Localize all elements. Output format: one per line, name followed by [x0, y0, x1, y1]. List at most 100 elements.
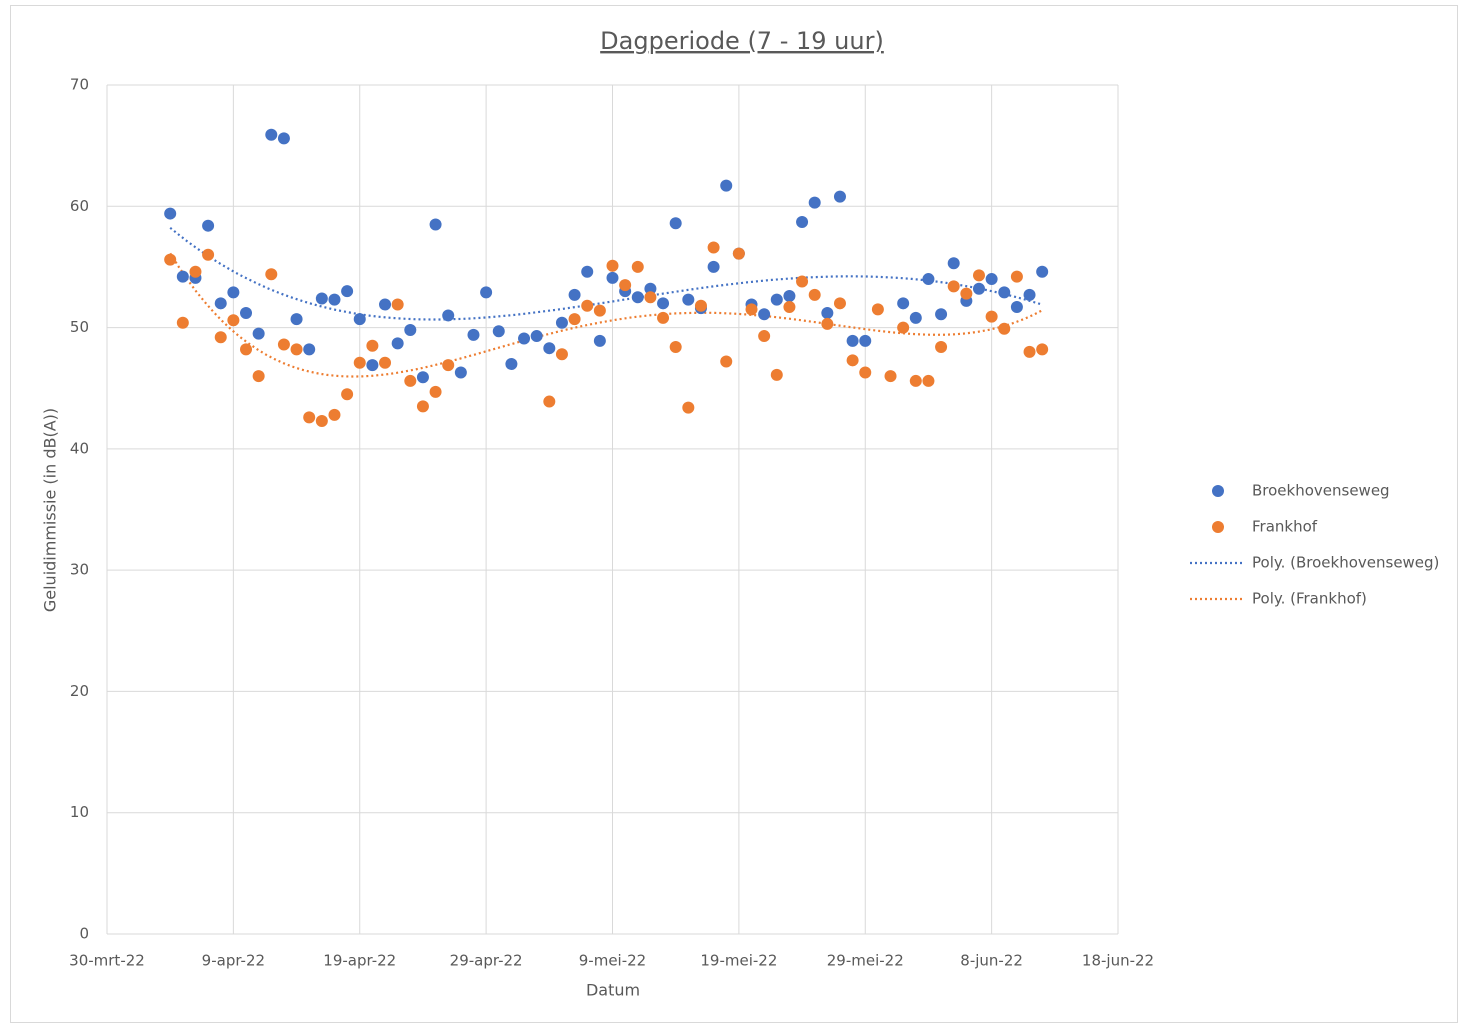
- data-point: [202, 219, 215, 232]
- data-point: [657, 311, 670, 324]
- data-point: [568, 313, 581, 326]
- x-axis-label: Datum: [586, 981, 640, 1000]
- data-point: [960, 287, 973, 300]
- data-point: [821, 317, 834, 330]
- data-point: [454, 366, 467, 379]
- chart-border: [10, 5, 1458, 1023]
- data-point: [796, 216, 809, 229]
- data-point: [265, 268, 278, 281]
- data-point: [505, 357, 518, 370]
- data-point: [328, 293, 341, 306]
- x-tick-label: 29-apr-22: [450, 952, 523, 970]
- data-point: [366, 359, 379, 372]
- data-point: [416, 371, 429, 384]
- x-tick-label: 9-mei-22: [579, 952, 646, 970]
- data-point: [530, 330, 543, 343]
- y-tick-label: 30: [70, 561, 89, 579]
- data-point: [164, 207, 177, 220]
- legend-marker: [1212, 521, 1224, 533]
- data-point: [745, 303, 758, 316]
- data-point: [404, 323, 417, 336]
- data-point: [353, 356, 366, 369]
- data-point: [467, 328, 480, 341]
- data-point: [758, 308, 771, 321]
- data-point: [972, 282, 985, 295]
- data-point: [631, 291, 644, 304]
- data-point: [568, 288, 581, 301]
- data-point: [972, 269, 985, 282]
- data-point: [669, 340, 682, 353]
- data-point: [416, 400, 429, 413]
- y-tick-label: 10: [70, 803, 89, 821]
- x-tick-label: 30-mrt-22: [69, 952, 145, 970]
- data-point: [871, 303, 884, 316]
- data-point: [480, 286, 493, 299]
- x-tick-label: 29-mei-22: [827, 952, 904, 970]
- legend-label: Broekhovenseweg: [1252, 482, 1390, 500]
- data-point: [783, 300, 796, 313]
- data-point: [669, 217, 682, 230]
- data-point: [1023, 345, 1036, 358]
- data-point: [922, 273, 935, 286]
- chart-title: Dagperiode (7 - 19 uur): [600, 27, 884, 55]
- data-point: [998, 322, 1011, 335]
- data-point: [770, 368, 783, 381]
- data-point: [897, 321, 910, 334]
- y-tick-label: 50: [70, 318, 89, 336]
- data-point: [176, 316, 189, 329]
- data-point: [985, 310, 998, 323]
- data-point: [935, 340, 948, 353]
- data-point: [859, 334, 872, 347]
- data-point: [555, 316, 568, 329]
- data-point: [947, 280, 960, 293]
- data-point: [846, 354, 859, 367]
- data-point: [897, 297, 910, 310]
- data-point: [303, 343, 316, 356]
- data-point: [631, 260, 644, 273]
- legend-label: Poly. (Broekhovenseweg): [1252, 554, 1439, 572]
- y-tick-label: 20: [70, 682, 89, 700]
- data-point: [429, 218, 442, 231]
- data-point: [1023, 288, 1036, 301]
- data-point: [593, 304, 606, 317]
- data-point: [328, 408, 341, 421]
- data-point: [366, 339, 379, 352]
- y-tick-label: 0: [79, 925, 89, 943]
- data-point: [619, 279, 632, 292]
- data-point: [391, 298, 404, 311]
- data-point: [682, 401, 695, 414]
- data-point: [720, 355, 733, 368]
- data-point: [796, 275, 809, 288]
- x-tick-label: 8-jun-22: [960, 952, 1023, 970]
- data-point: [442, 309, 455, 322]
- data-point: [808, 196, 821, 209]
- data-point: [682, 293, 695, 306]
- data-point: [821, 307, 834, 320]
- data-point: [429, 385, 442, 398]
- trendline: [169, 252, 1043, 378]
- data-point: [189, 265, 202, 278]
- y-tick-label: 70: [70, 76, 89, 94]
- data-point: [214, 297, 227, 310]
- y-tick-label: 40: [70, 439, 89, 457]
- data-point: [290, 313, 303, 326]
- data-point: [252, 327, 265, 340]
- data-point: [227, 314, 240, 327]
- data-point: [644, 282, 657, 295]
- data-point: [543, 342, 556, 355]
- data-point: [202, 248, 215, 261]
- data-point: [947, 257, 960, 270]
- legend-label: Poly. (Frankhof): [1252, 590, 1367, 608]
- data-point: [277, 338, 290, 351]
- data-point: [859, 366, 872, 379]
- data-point: [593, 334, 606, 347]
- data-point: [783, 290, 796, 303]
- data-point: [884, 370, 897, 383]
- data-point: [379, 298, 392, 311]
- data-point: [353, 313, 366, 326]
- data-point: [606, 259, 619, 272]
- data-point: [808, 288, 821, 301]
- x-tick-label: 9-apr-22: [202, 952, 265, 970]
- data-point: [657, 297, 670, 310]
- data-point: [833, 297, 846, 310]
